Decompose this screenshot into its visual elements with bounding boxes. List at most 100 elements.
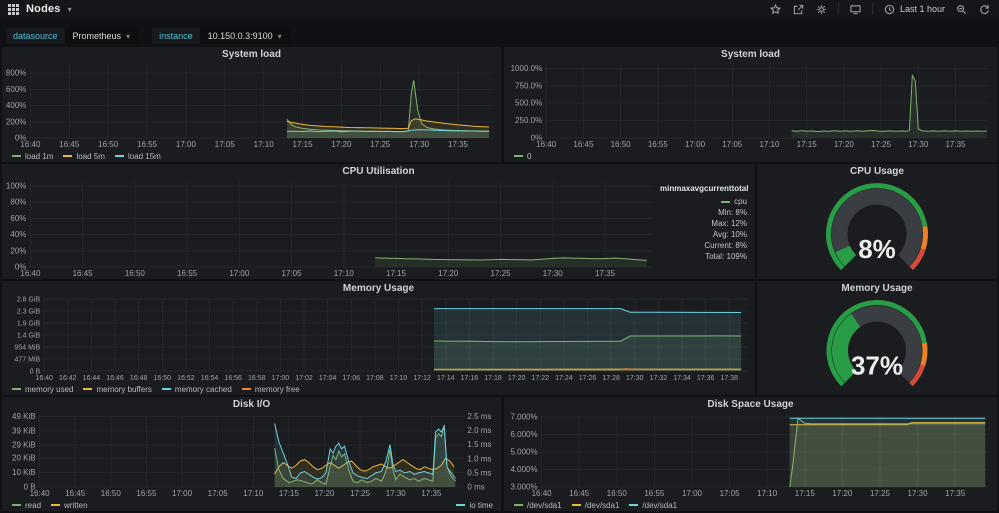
legend-item--dev-sda1[interactable]: /dev/sda1	[629, 501, 677, 510]
svg-text:17:20: 17:20	[834, 140, 855, 149]
svg-text:17:05: 17:05	[720, 489, 741, 498]
svg-text:3.000%: 3.000%	[510, 483, 537, 492]
panel-title[interactable]: Disk I/O	[232, 399, 271, 410]
svg-text:17:15: 17:15	[293, 140, 314, 149]
svg-text:16:46: 16:46	[106, 375, 124, 382]
disk-space-usage-chart[interactable]: 16:40 16:45 16:50 16:55 17:00 17:05 17:10 17:15…	[504, 410, 997, 499]
panel-title[interactable]: Disk Space Usage	[707, 399, 794, 410]
legend-table-header: minmaxavgcurrenttotal	[660, 184, 749, 193]
panel-system-load-2: System load 16:40 16:45 16:50 16:55 17:00 17:…	[504, 47, 997, 162]
legend-swatch	[721, 200, 731, 203]
instance-dropdown[interactable]: 10.150.0.3:9100 ▾	[199, 28, 290, 44]
svg-text:1.4 GiB: 1.4 GiB	[17, 333, 41, 340]
legend-stat-total: Total: 109%	[705, 252, 747, 261]
time-range-picker[interactable]: Last 1 hour	[883, 3, 945, 16]
dropdown-value: Prometheus	[72, 31, 122, 41]
svg-text:17:20: 17:20	[331, 140, 352, 149]
cpu-utilisation-chart[interactable]: 16:40 16:45 16:50 16:55 17:00 17:05 17:10 17:15…	[2, 177, 660, 279]
legend-swatch	[514, 504, 523, 506]
svg-text:17:30: 17:30	[409, 140, 430, 149]
panel-title[interactable]: CPU Utilisation	[342, 166, 415, 177]
legend-item-read[interactable]: read	[12, 501, 41, 510]
svg-text:16:48: 16:48	[130, 375, 148, 382]
svg-text:17:20: 17:20	[508, 375, 526, 382]
svg-text:500.0%: 500.0%	[515, 99, 542, 108]
panel-memory-usage-graph: Memory Usage 16:40 16:42 16:44 16:46 16:48 16…	[2, 281, 755, 395]
svg-text:17:35: 17:35	[945, 489, 966, 498]
legend-item-memory-buffers[interactable]: memory buffers	[83, 385, 152, 394]
svg-text:100%: 100%	[6, 182, 26, 191]
settings-gear-icon[interactable]	[815, 3, 828, 16]
legend-item-memory-used[interactable]: memory used	[12, 385, 73, 394]
svg-text:17:25: 17:25	[871, 140, 892, 149]
legend-label: written	[64, 500, 88, 510]
legend-item-cpu[interactable]: cpu	[660, 196, 747, 207]
navbar: Nodes ▾ Last 1 hour	[0, 0, 999, 18]
legend-item-0[interactable]: 0	[514, 152, 531, 161]
panel-title[interactable]: System load	[721, 49, 780, 60]
legend-item--dev-sda1[interactable]: /dev/sda1	[571, 501, 619, 510]
star-icon[interactable]	[769, 3, 782, 16]
svg-text:17:00: 17:00	[685, 140, 706, 149]
legend-item-written[interactable]: written	[51, 501, 88, 510]
svg-text:0 B: 0 B	[24, 483, 36, 492]
svg-text:16:40: 16:40	[20, 269, 41, 278]
legend-item-io-time[interactable]: io time	[456, 501, 493, 510]
svg-text:17:18: 17:18	[484, 375, 502, 382]
panel-title[interactable]: Memory Usage	[841, 283, 913, 294]
legend-swatch	[456, 504, 466, 506]
cpu-usage-gauge: 8%	[826, 183, 928, 271]
legend: 0	[504, 150, 997, 162]
svg-text:16:55: 16:55	[644, 489, 665, 498]
svg-text:17:05: 17:05	[215, 140, 236, 149]
svg-text:16:45: 16:45	[569, 489, 590, 498]
system-load-chart-1[interactable]: 16:40 16:45 16:50 16:55 17:00 17:05 17:10 17:15…	[2, 60, 501, 150]
dashboard-title[interactable]: Nodes	[26, 3, 61, 15]
svg-text:0%: 0%	[15, 134, 27, 143]
legend-item-load-15m[interactable]: load 15m	[114, 152, 161, 161]
svg-text:17:06: 17:06	[343, 375, 361, 382]
svg-text:750.0%: 750.0%	[515, 81, 542, 90]
svg-text:17:00: 17:00	[682, 489, 703, 498]
legend-item--dev-sda1[interactable]: /dev/sda1	[514, 501, 562, 510]
legend-item-load-5m[interactable]: load 5m	[63, 152, 105, 161]
svg-text:16:50: 16:50	[607, 489, 628, 498]
svg-text:16:45: 16:45	[65, 489, 86, 498]
svg-text:17:16: 17:16	[461, 375, 479, 382]
system-load-chart-2[interactable]: 16:40 16:45 16:50 16:55 17:00 17:05 17:10 17:15…	[504, 60, 997, 150]
tv-mode-icon[interactable]	[849, 3, 862, 16]
panel-title[interactable]: CPU Usage	[850, 166, 904, 177]
zoom-out-icon[interactable]	[955, 3, 968, 16]
svg-text:16:40: 16:40	[536, 140, 557, 149]
legend-item-load-1m[interactable]: load 1m	[12, 152, 53, 161]
panel-title[interactable]: System load	[222, 49, 281, 60]
memory-usage-chart[interactable]: 16:40 16:42 16:44 16:46 16:48 16:50 16:52 16:54…	[2, 294, 755, 383]
svg-text:16:40: 16:40	[30, 489, 51, 498]
panel-title[interactable]: Memory Usage	[342, 283, 415, 294]
svg-text:17:35: 17:35	[595, 269, 616, 278]
svg-text:80%: 80%	[10, 198, 26, 207]
chevron-down-icon: ▾	[277, 31, 282, 41]
svg-text:17:20: 17:20	[832, 489, 853, 498]
legend-item-memory-free[interactable]: memory free	[241, 385, 300, 394]
svg-text:17:35: 17:35	[448, 140, 469, 149]
svg-text:2.0 ms: 2.0 ms	[467, 426, 491, 435]
disk-io-chart[interactable]: 16:40 16:45 16:50 16:55 17:00 17:05 17:10 17:15…	[2, 410, 501, 499]
svg-text:17:20: 17:20	[438, 269, 459, 278]
svg-text:17:10: 17:10	[243, 489, 264, 498]
legend-label: /dev/sda1	[527, 500, 562, 510]
svg-text:29 KiB: 29 KiB	[12, 441, 36, 450]
svg-text:0 ms: 0 ms	[467, 483, 484, 492]
svg-text:8%: 8%	[858, 234, 896, 264]
svg-text:16:42: 16:42	[59, 375, 77, 382]
share-icon[interactable]	[792, 3, 805, 16]
datasource-dropdown[interactable]: Prometheus ▾	[64, 28, 139, 44]
svg-text:7.000%: 7.000%	[510, 412, 537, 421]
grafana-logo-icon[interactable]	[8, 3, 19, 15]
svg-text:17:24: 17:24	[555, 375, 573, 382]
refresh-icon[interactable]	[978, 3, 991, 16]
legend-item-memory-cached[interactable]: memory cached	[161, 385, 232, 394]
legend-swatch	[63, 155, 73, 157]
divider	[837, 3, 839, 15]
svg-text:17:10: 17:10	[757, 489, 778, 498]
